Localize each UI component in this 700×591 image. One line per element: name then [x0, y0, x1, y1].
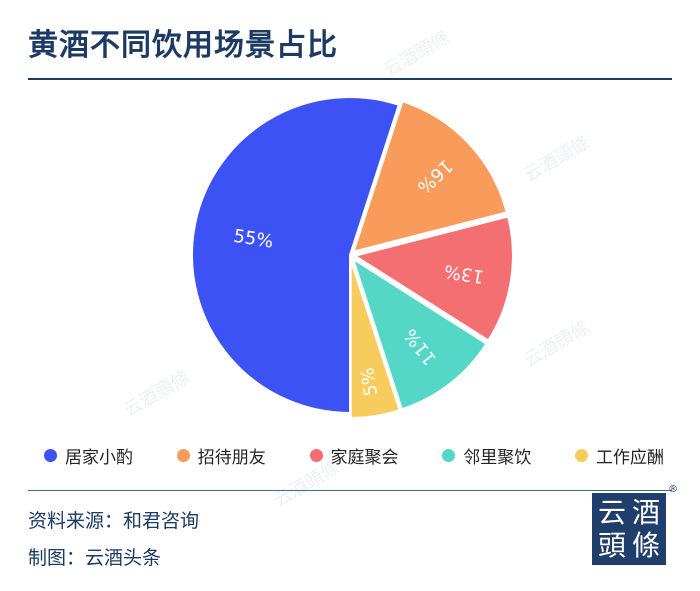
legend-swatch	[575, 449, 588, 462]
legend-item: 工作应酬	[575, 443, 664, 468]
title-divider	[28, 78, 672, 80]
legend-swatch	[44, 449, 57, 462]
legend-swatch	[309, 449, 323, 462]
legend-label: 工作应酬	[596, 448, 664, 468]
legend-label: 邻里聚饮	[463, 448, 532, 468]
legend-label: 招待朋友	[197, 448, 266, 468]
logo-char: 頭	[597, 528, 626, 562]
author-note: 制图：云酒头条	[28, 547, 162, 569]
legend-item: 招待朋友	[176, 443, 266, 468]
footer-divider	[28, 490, 672, 491]
legend-item: 居家小酌	[44, 443, 133, 468]
pie-slice-4	[351, 256, 488, 411]
pie-slices	[191, 96, 514, 419]
legend-label: 居家小酌	[65, 448, 133, 468]
chart-title: 黄酒不同饮用场景占比	[28, 28, 338, 63]
pie-slice-2	[352, 100, 508, 253]
source-note: 资料来源：和君咨询	[28, 510, 200, 532]
pie-slice-5	[349, 259, 401, 419]
pie-slice-1	[191, 96, 401, 415]
pie-chart: 55%16%13%11%5%	[191, 96, 514, 419]
legend: 居家小酌 招待朋友 家庭聚会 邻里聚饮 工作应酬	[44, 443, 664, 468]
pie-slice-3	[352, 215, 514, 342]
legend-swatch	[442, 449, 456, 462]
logo-char: 酒	[631, 495, 660, 529]
legend-item: 家庭聚会	[309, 443, 399, 468]
brand-logo: 云 酒 頭 條	[592, 493, 666, 565]
legend-item: 邻里聚饮	[442, 443, 531, 468]
logo-char: 條	[631, 528, 660, 562]
legend-swatch	[176, 449, 190, 462]
logo-char: 云	[597, 495, 626, 529]
legend-label: 家庭聚会	[330, 448, 399, 468]
pie-slice-label: 5%	[357, 366, 382, 397]
registered-mark: ®	[668, 484, 678, 495]
